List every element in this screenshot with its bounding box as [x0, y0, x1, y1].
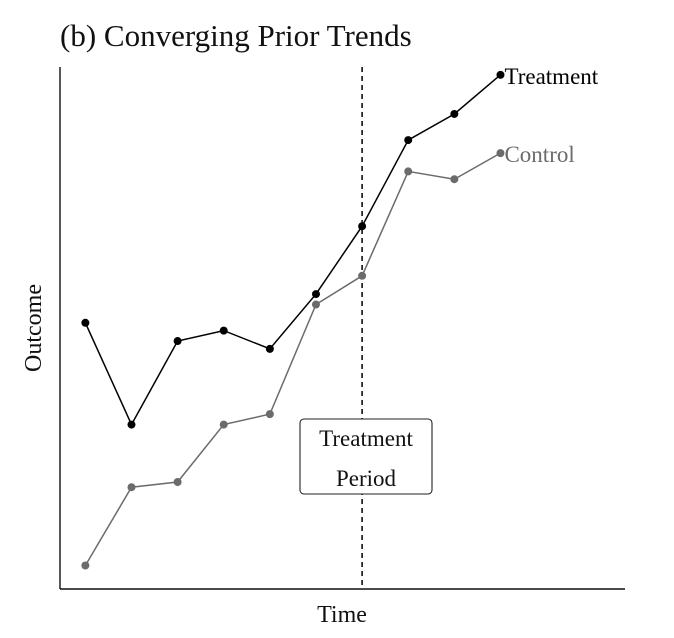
- treatment-point-4: [219, 326, 228, 335]
- x-axis-label: Time: [317, 602, 367, 628]
- control-point-7: [358, 271, 367, 280]
- treatment-point-2: [127, 420, 136, 429]
- control-point-8: [404, 167, 413, 176]
- treatment-point-8: [404, 136, 413, 145]
- control-series-label: Control: [504, 142, 574, 167]
- treatment-point-9: [450, 109, 459, 118]
- control-point-9: [450, 175, 459, 184]
- treatment-point-6: [311, 290, 320, 299]
- treatment-point-7: [358, 222, 367, 231]
- treatment-series-label: Treatment: [504, 64, 598, 89]
- treatment-point-10: [496, 70, 505, 79]
- control-point-10: [496, 149, 505, 158]
- control-point-4: [219, 420, 228, 429]
- y-axis-label: Outcome: [21, 284, 47, 372]
- treatment-period-annotation: Treatment Period: [299, 418, 433, 495]
- control-point-6: [311, 300, 320, 309]
- control-point-1: [81, 561, 90, 570]
- treatment-point-3: [173, 337, 182, 346]
- chart-title: (b) Converging Prior Trends: [60, 18, 412, 53]
- control-point-3: [173, 477, 182, 486]
- annotation-box: [299, 418, 433, 495]
- treatment-point-5: [265, 344, 274, 353]
- annotation-line-1: Treatment: [319, 426, 413, 451]
- control-series-line: [84, 152, 501, 566]
- series-layer: Treatment Control: [81, 64, 599, 570]
- control-point-5: [265, 410, 274, 419]
- treatment-series-line: [84, 74, 501, 427]
- annotation-line-2: Period: [336, 466, 397, 491]
- treatment-point-1: [81, 318, 90, 327]
- control-point-2: [127, 483, 136, 492]
